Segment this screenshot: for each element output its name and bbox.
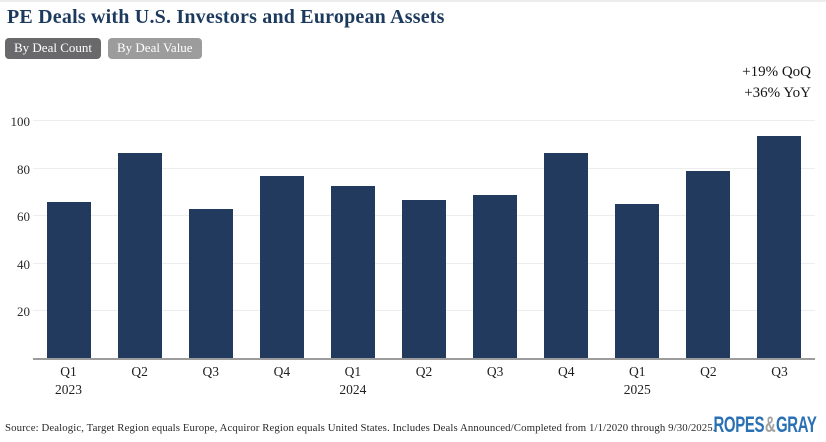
y-tick-label-80: 80: [17, 161, 30, 177]
bar-slot: [531, 122, 602, 358]
x-tick-q2: Q2: [388, 363, 459, 399]
ropes-gray-logo: ROPES&GRAY: [713, 412, 816, 438]
x-tick-q2: Q2: [104, 363, 175, 399]
bar-slot: [744, 122, 815, 358]
x-tick-q3: Q3: [744, 363, 815, 399]
bar-chart-plot-area: [33, 120, 815, 360]
year-label: 2024: [339, 382, 367, 397]
bar-q3-2024[interactable]: [473, 195, 518, 358]
gridline-80: [33, 167, 815, 169]
bar-q4-2023[interactable]: [259, 176, 304, 358]
quarter-label: Q1: [344, 364, 362, 379]
x-tick-q1-2024: Q1 2024: [317, 363, 388, 399]
qoq-growth-label: +19% QoQ: [742, 64, 811, 80]
bar-series: [33, 122, 815, 358]
x-tick-q1-2025: Q1 2025: [602, 363, 673, 399]
view-toggle-tabs: By Deal Count By Deal Value: [5, 38, 202, 60]
x-tick-q1-2023: Q1 2023: [33, 363, 104, 399]
y-tick-label-100: 100: [10, 114, 31, 129]
page-title: PE Deals with U.S. Investors and Europea…: [7, 6, 445, 28]
y-tick-label-60: 60: [17, 209, 30, 224]
bar-slot: [33, 122, 104, 358]
quarter-label: Q2: [415, 364, 433, 379]
y-tick-label-20: 20: [17, 304, 30, 319]
bar-slot: [602, 122, 673, 358]
logo-word-ropes: ROPES: [713, 412, 764, 437]
tab-by-deal-value[interactable]: By Deal Value: [108, 38, 202, 60]
gridline-100: [33, 120, 815, 121]
x-tick-q4: Q4: [246, 363, 317, 399]
year-label: 2023: [55, 382, 83, 397]
growth-annotation: +19% QoQ +36% YoY: [742, 62, 811, 104]
year-label: 2025: [623, 382, 651, 397]
bar-q3-2023[interactable]: [188, 209, 233, 358]
bar-slot: [246, 122, 317, 358]
source-note: Source: Dealogic, Target Region equals E…: [5, 422, 716, 434]
bar-q1-2023[interactable]: [46, 202, 91, 358]
logo-ampersand: &: [764, 412, 775, 437]
bar-q4-2024[interactable]: [544, 152, 589, 358]
bar-q1-2025[interactable]: [615, 204, 660, 358]
x-tick-q3: Q3: [460, 363, 531, 399]
quarter-label: Q1: [60, 364, 77, 379]
bar-q2-2023[interactable]: [117, 152, 162, 358]
x-tick-q4: Q4: [531, 363, 602, 399]
quarter-label: Q3: [771, 364, 788, 379]
bar-q2-2024[interactable]: [402, 199, 447, 358]
bar-slot: [317, 122, 388, 358]
quarter-label: Q3: [202, 364, 219, 379]
quarter-label: Q2: [131, 364, 148, 379]
quarter-label: Q4: [273, 364, 291, 379]
logo-word-gray: GRAY: [775, 412, 817, 437]
bar-q2-2025[interactable]: [686, 171, 731, 358]
quarter-label: Q4: [557, 364, 575, 379]
y-tick-label-40: 40: [17, 256, 30, 272]
quarter-label: Q3: [486, 364, 504, 379]
bar-q1-2024[interactable]: [330, 185, 375, 358]
x-tick-q2: Q2: [673, 363, 744, 399]
yoy-growth-label: +36% YoY: [744, 85, 811, 101]
bar-slot: [104, 122, 175, 358]
bar-slot: [175, 122, 246, 358]
bar-slot: [388, 122, 459, 358]
x-tick-q3: Q3: [175, 363, 246, 399]
bar-q3-2025[interactable]: [757, 136, 802, 358]
quarter-label: Q1: [629, 364, 646, 379]
x-axis: Q1 2023 Q2 Q3 Q4 Q1 2024 Q2 Q3 Q4 Q1 2025 Q2 Q3: [33, 363, 815, 399]
quarter-label: Q2: [700, 364, 717, 379]
tab-by-deal-count[interactable]: By Deal Count: [5, 38, 101, 60]
bar-slot: [673, 122, 744, 358]
bar-slot: [460, 122, 531, 358]
